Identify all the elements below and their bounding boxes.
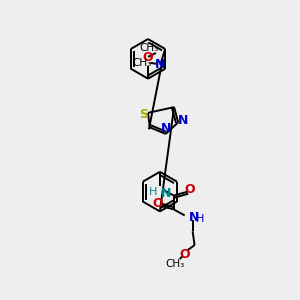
Text: H: H (148, 187, 157, 197)
Text: N: N (189, 211, 199, 224)
Text: N: N (161, 187, 171, 200)
Text: S: S (140, 108, 148, 122)
Text: CH₃: CH₃ (133, 58, 152, 68)
Text: N: N (155, 58, 165, 71)
Text: O: O (143, 51, 153, 64)
Text: H: H (196, 214, 204, 224)
Text: CH₃: CH₃ (165, 259, 184, 269)
Text: O: O (153, 197, 163, 210)
Text: N: N (178, 114, 188, 127)
Text: O: O (184, 183, 195, 196)
Text: N: N (160, 122, 171, 136)
Text: CH₃: CH₃ (140, 43, 159, 53)
Text: O: O (179, 248, 190, 260)
